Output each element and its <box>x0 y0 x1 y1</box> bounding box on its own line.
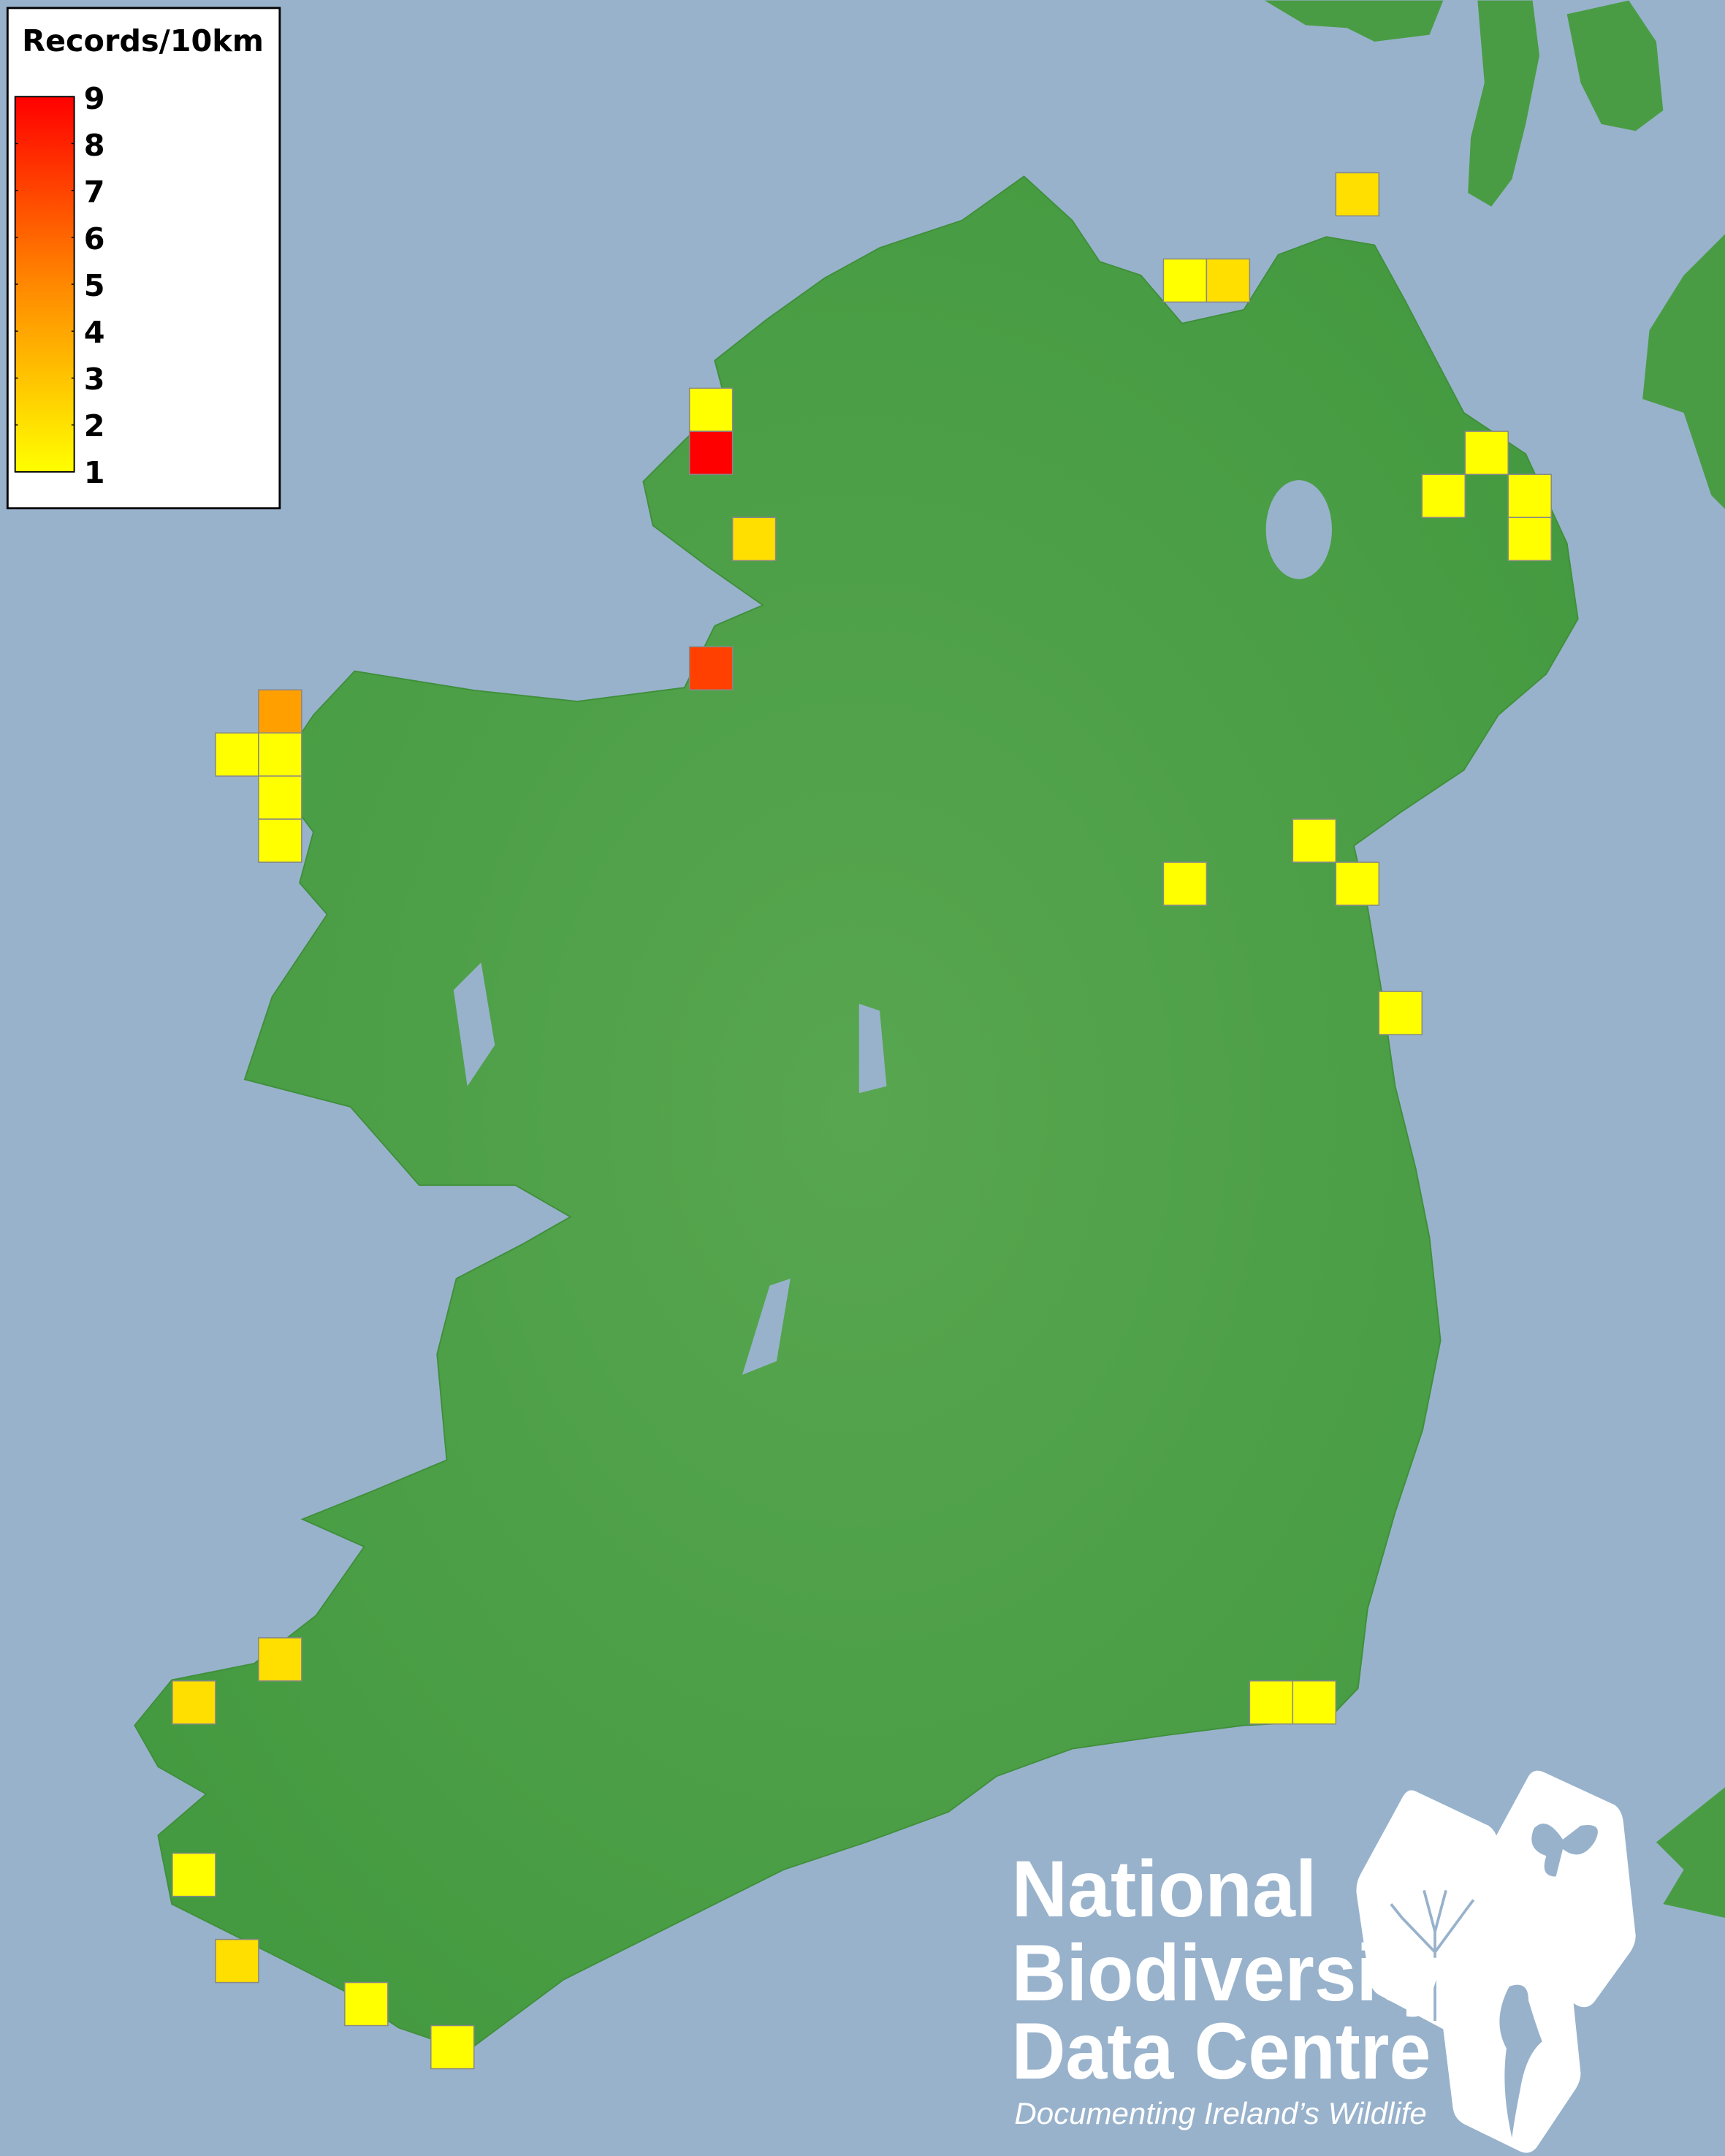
record-cell <box>258 775 302 820</box>
record-cell <box>1335 172 1380 217</box>
record-cell <box>258 818 302 863</box>
legend-title: Records/10km <box>22 23 264 58</box>
legend-tick-label: 4 <box>84 315 105 350</box>
legend-tick-label: 2 <box>84 408 105 443</box>
logo-line-biodiversity: Biodiversity <box>1012 1929 1445 2018</box>
legend-tick-label: 5 <box>84 268 105 303</box>
record-cell <box>430 2024 475 2070</box>
logo-icon-details <box>1390 1823 1598 2138</box>
record-cell <box>1335 861 1380 906</box>
scotland-landmass <box>1264 0 1725 1918</box>
seahorse-icon <box>1499 1984 1542 2138</box>
logo-hexagons <box>1356 1770 1636 2153</box>
record-cell <box>1292 818 1337 863</box>
record-cell <box>1249 1680 1294 1725</box>
record-cell <box>1378 991 1423 1035</box>
record-cell <box>1507 517 1552 562</box>
legend-tick-label: 8 <box>84 128 105 163</box>
lough-derg <box>742 1279 791 1375</box>
lough-ree <box>858 1003 887 1094</box>
record-cell <box>215 732 259 777</box>
record-cell <box>344 1981 389 2027</box>
record-cell <box>172 1680 216 1725</box>
nbdc-logo: National Biodiversity Data Centre Docume… <box>1012 1770 1636 2153</box>
record-cell <box>1162 861 1208 906</box>
record-cell <box>1206 258 1251 303</box>
butterfly-icon <box>1531 1823 1598 1877</box>
legend-tick-label: 7 <box>84 175 105 210</box>
legend-tick-label: 3 <box>84 362 105 397</box>
record-cell <box>258 689 302 734</box>
record-cell <box>688 646 734 690</box>
logo-line-data-centre: Data Centre <box>1012 2007 1431 2096</box>
record-cell <box>258 1637 302 1682</box>
record-cell <box>688 430 734 476</box>
record-cell <box>258 732 302 777</box>
record-cell <box>215 1938 259 1984</box>
record-cell <box>1421 473 1466 519</box>
legend: Records/10km 9 8 7 6 5 4 3 2 1 <box>6 7 281 510</box>
legend-tick-label: 6 <box>84 221 105 256</box>
legend-tick-label: 1 <box>84 455 105 490</box>
record-cell <box>731 517 777 562</box>
record-cell <box>1292 1680 1337 1725</box>
record-cell <box>688 387 734 433</box>
record-cell <box>1162 258 1208 303</box>
legend-color-bar <box>14 96 75 473</box>
tree-icon <box>1390 1889 1475 2022</box>
record-cell <box>1464 430 1509 476</box>
legend-tick-label: 9 <box>84 81 105 116</box>
record-cell <box>1507 473 1552 519</box>
lough-corrib <box>453 962 495 1086</box>
record-cell <box>172 1852 216 1897</box>
logo-line-national: National <box>1012 1845 1317 1934</box>
logo-tagline: Documenting Ireland’s Wildlife <box>1014 2097 1426 2130</box>
record-cells <box>172 172 1552 2070</box>
lough-neagh <box>1265 480 1332 579</box>
